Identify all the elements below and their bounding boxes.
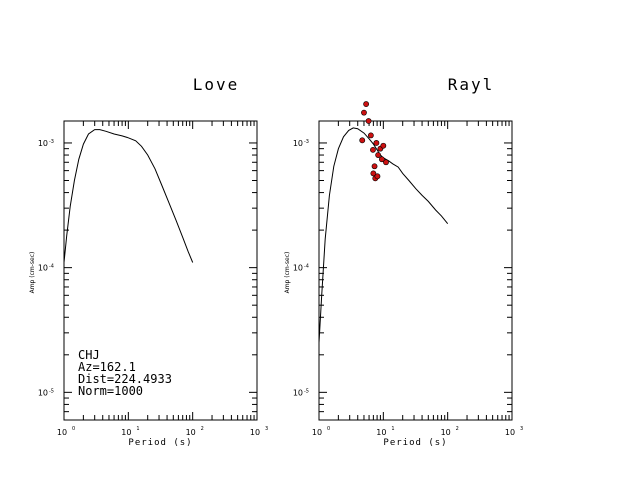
y-tick-label-exponent: -5 (49, 388, 54, 394)
observation-point (370, 146, 376, 153)
x-axis-label: Period (s) (383, 438, 447, 448)
x-tick-label: 10 (376, 428, 386, 437)
observation-point (375, 152, 382, 158)
y-tick-label-exponent: -5 (304, 388, 309, 394)
x-tick-label-exponent: 1 (391, 426, 394, 432)
observation-point (380, 142, 387, 149)
x-tick-label-exponent: 0 (327, 426, 330, 432)
observation-point (383, 159, 389, 166)
y-axis-label: Amp (cm-sec) (29, 252, 36, 294)
x-tick-label: 10 (57, 428, 67, 437)
observation-point (363, 101, 370, 107)
observation-point (361, 109, 367, 116)
y-tick-label-exponent: -3 (49, 139, 54, 145)
y-tick-label-exponent: -4 (304, 264, 309, 270)
x-tick-label: 10 (250, 428, 260, 437)
series-line-0 (63, 129, 194, 263)
x-axis-label: Period (s) (128, 438, 192, 448)
y-tick-label: 10 (293, 388, 303, 397)
x-tick-label-exponent: 2 (201, 426, 204, 432)
panel-title: Rayl (448, 75, 495, 94)
x-tick-label-exponent: 0 (72, 426, 75, 432)
plot-frame (318, 120, 513, 421)
norm-label: Norm=1000 (78, 384, 143, 398)
panel-title: Love (193, 75, 240, 94)
y-tick-label: 10 (293, 264, 303, 273)
x-tick-label: 10 (186, 428, 196, 437)
observation-point (371, 163, 378, 170)
y-tick-label-exponent: -3 (304, 139, 309, 145)
x-tick-label: 10 (121, 428, 131, 437)
x-tick-label-exponent: 1 (136, 426, 139, 432)
observation-point (359, 137, 366, 144)
y-tick-label: 10 (38, 388, 48, 397)
x-tick-label-exponent: 3 (520, 426, 523, 432)
x-tick-label-exponent: 3 (265, 426, 268, 432)
x-tick-label: 10 (312, 428, 322, 437)
y-tick-label-exponent: -4 (49, 264, 54, 270)
y-tick-label: 10 (38, 139, 48, 148)
plot-frame (63, 120, 258, 421)
observation-point (370, 170, 377, 177)
distance-label: Dist=224.4933 (78, 372, 172, 386)
x-tick-label: 10 (505, 428, 515, 437)
y-axis-label: Amp (cm-sec) (284, 252, 291, 294)
observation-point (367, 132, 374, 139)
azimuth-label: Az=162.1 (78, 360, 136, 374)
station-label: CHJ (78, 348, 100, 362)
observation-point (365, 118, 372, 124)
observation-point (379, 156, 385, 163)
observation-point (374, 173, 381, 180)
x-tick-label: 10 (441, 428, 451, 437)
y-tick-label: 10 (293, 139, 303, 148)
observation-point (373, 140, 380, 146)
x-tick-label-exponent: 2 (456, 426, 459, 432)
y-tick-label: 10 (38, 264, 48, 273)
series-line-0 (318, 127, 449, 343)
